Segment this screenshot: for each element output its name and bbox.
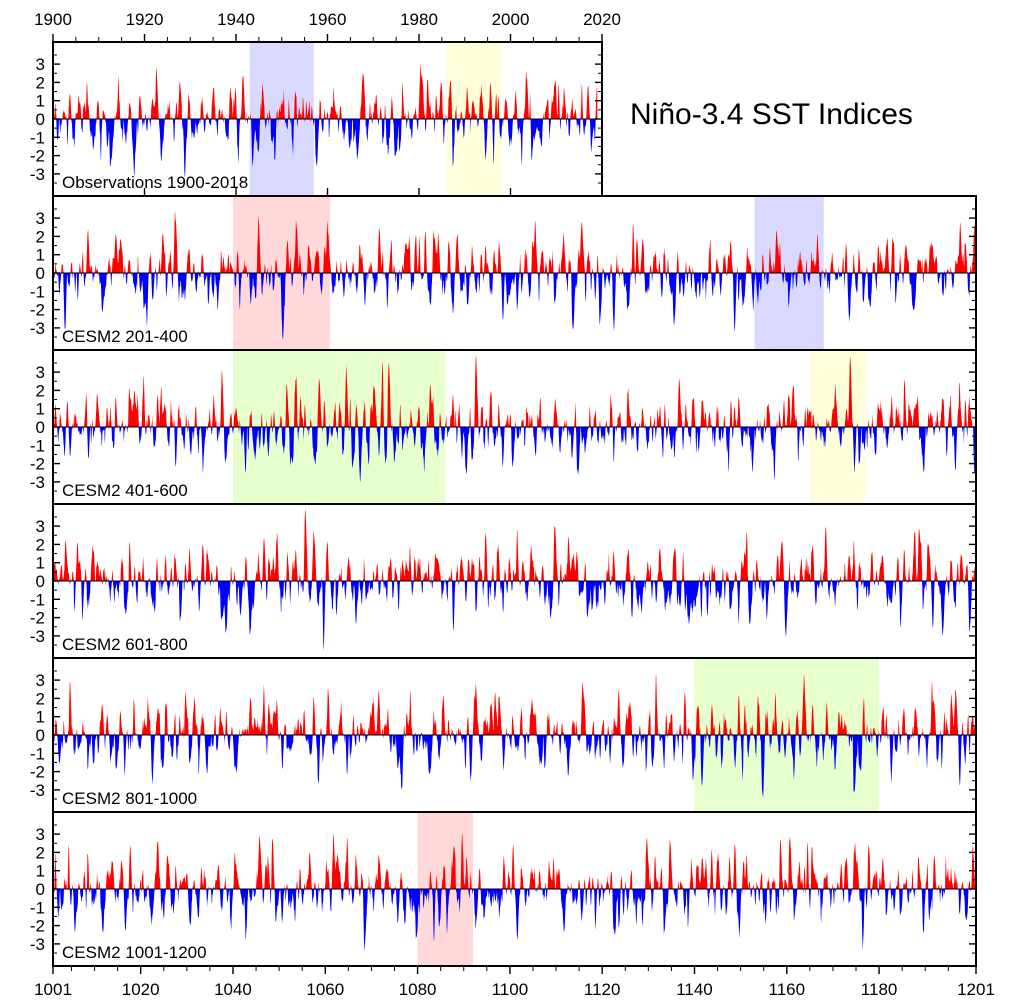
chart-title: Niño-3.4 SST Indices: [630, 98, 913, 131]
y-tick-label: 1: [36, 400, 45, 419]
panel-label: CESM2 1001-1200: [62, 943, 207, 962]
y-tick-label: -1: [30, 590, 45, 609]
bottom-x-tick-label: 1160: [769, 980, 806, 999]
positive-area: [53, 510, 976, 581]
positive-area: [53, 833, 976, 889]
y-tick-label: 1: [36, 246, 45, 265]
y-tick-label: 0: [36, 418, 45, 437]
panel-label: CESM2 401-600: [62, 481, 188, 500]
y-tick-label: -1: [30, 282, 45, 301]
y-tick-label: -2: [30, 609, 45, 628]
bottom-x-tick-label: 1180: [861, 980, 898, 999]
y-tick-label: -2: [30, 917, 45, 936]
top-x-tick-label: 1980: [400, 10, 438, 29]
y-tick-label: -2: [30, 147, 45, 166]
top-x-tick-label: 1900: [34, 10, 72, 29]
y-tick-label: 3: [36, 209, 45, 228]
bottom-x-tick-label: 1140: [676, 980, 713, 999]
y-tick-label: 0: [36, 572, 45, 591]
bottom-axis: 1001 1020 1040 1060 1080 1100 1120 1140 1160 1180…: [34, 966, 995, 999]
y-tick-label: 3: [36, 671, 45, 690]
bottom-x-tick-label: 1001: [34, 980, 72, 999]
top-x-tick-label: 2020: [583, 10, 621, 29]
panel-label: Observations 1900-2018: [62, 173, 248, 192]
y-tick-label: -2: [30, 763, 45, 782]
bottom-x-tick-label: 1040: [214, 980, 252, 999]
y-tick-label: 0: [36, 880, 45, 899]
y-tick-label: -1: [30, 744, 45, 763]
y-tick-label: -2: [30, 301, 45, 320]
y-tick-label: 0: [36, 726, 45, 745]
y-tick-label: -3: [30, 627, 45, 646]
y-tick-label: 0: [36, 264, 45, 283]
bottom-x-tick-label: 1080: [399, 980, 437, 999]
top-x-tick-label: 2000: [492, 10, 530, 29]
y-tick-label: 1: [36, 554, 45, 573]
bottom-x-tick-label: 1060: [306, 980, 344, 999]
y-tick-label: -3: [30, 473, 45, 492]
top-x-tick-label: 1920: [126, 10, 164, 29]
y-tick-label: -3: [30, 165, 45, 184]
panel-label: CESM2 601-800: [62, 635, 188, 654]
y-tick-label: 2: [36, 535, 45, 554]
y-tick-label: 3: [36, 363, 45, 382]
y-tick-label: 3: [36, 517, 45, 536]
top-axis: 1900 1920 1940 1960 1980 2000 2020: [34, 10, 621, 196]
y-tick-label: 2: [36, 843, 45, 862]
y-tick-label: 0: [36, 110, 45, 129]
negative-area: [53, 119, 598, 178]
top-x-tick-label: 1960: [309, 10, 347, 29]
y-tick-label: 1: [36, 862, 45, 881]
positive-area: [53, 62, 598, 119]
bottom-x-tick-label: 1120: [584, 980, 621, 999]
negative-area: [53, 273, 976, 339]
bottom-x-tick-label: 1020: [122, 980, 160, 999]
panel-label: CESM2 201-400: [62, 327, 188, 346]
y-tick-label: -3: [30, 935, 45, 954]
y-tick-label: -3: [30, 781, 45, 800]
y-tick-label: 2: [36, 227, 45, 246]
y-tick-label: -1: [30, 898, 45, 917]
y-tick-label: 2: [36, 689, 45, 708]
y-tick-label: -3: [30, 319, 45, 338]
top-x-tick-label: 1940: [217, 10, 255, 29]
positive-area: [53, 674, 976, 735]
bottom-x-tick-label: 1100: [492, 980, 529, 999]
positive-area: [53, 210, 976, 273]
y-tick-label: 1: [36, 92, 45, 111]
negative-area: [53, 581, 976, 651]
y-tick-label: 3: [36, 825, 45, 844]
negative-area: [53, 427, 976, 483]
y-tick-label: 2: [36, 73, 45, 92]
bottom-x-tick-label: 1201: [957, 980, 995, 999]
y-tick-label: -1: [30, 128, 45, 147]
y-tick-label: -2: [30, 455, 45, 474]
negative-area: [53, 889, 976, 952]
panel-label: CESM2 801-1000: [62, 789, 197, 808]
y-tick-label: 2: [36, 381, 45, 400]
y-tick-label: -1: [30, 436, 45, 455]
y-tick-label: 1: [36, 708, 45, 727]
y-tick-label: 3: [36, 55, 45, 74]
